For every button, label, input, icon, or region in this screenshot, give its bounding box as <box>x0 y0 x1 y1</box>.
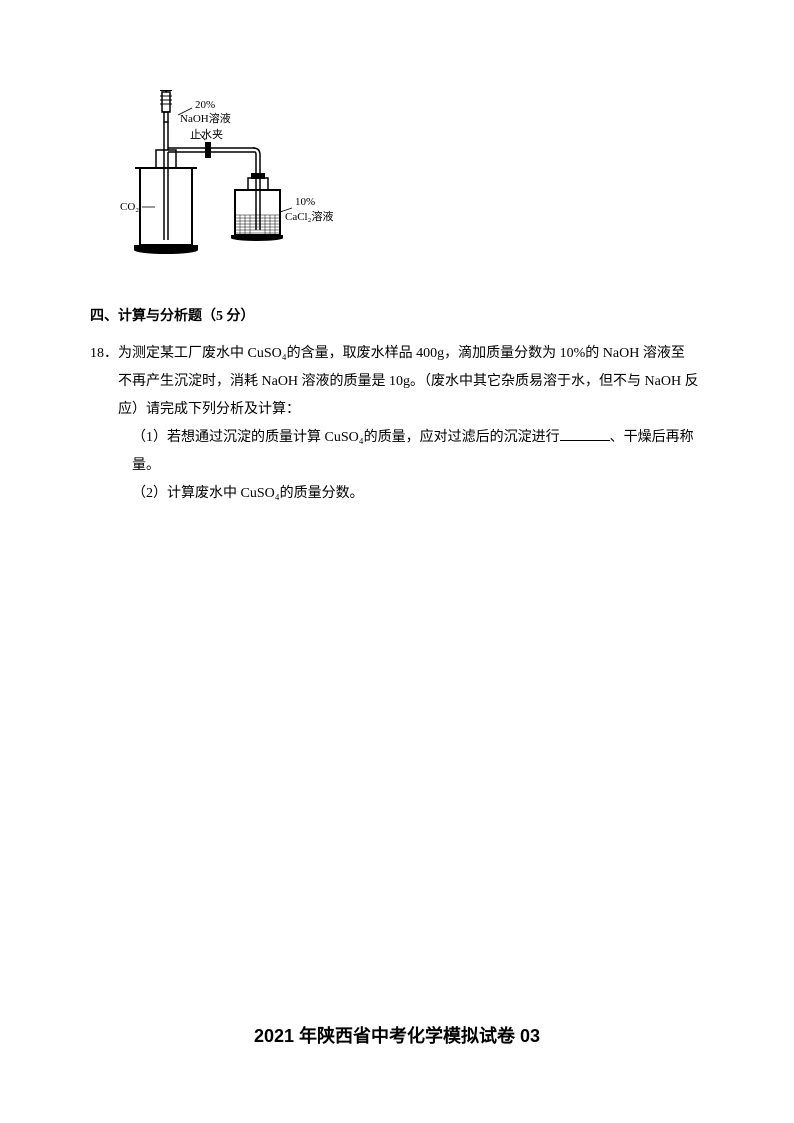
page-title: 2021 年陕西省中考化学模拟试卷 03 <box>0 1022 794 1048</box>
section-title: 四、计算与分析题（5 分） <box>90 305 704 325</box>
question-line1: 为测定某工厂废水中 CuSO₄的含量，取废水样品 400g，滴加质量分数为 10… <box>118 346 685 361</box>
cacl2-label: CaCl₂溶液 <box>285 209 333 223</box>
clamp-label: 止水夹 <box>190 128 223 141</box>
co2-label: CO₂ <box>120 201 139 213</box>
question-number: 18． <box>90 346 118 361</box>
chemistry-diagram: 20% NaOH溶液 止水夹 CO₂ <box>120 90 704 275</box>
sub-question-1: （1）若想通过沉淀的质量计算 CuSO₄的质量，应对过滤后的沉淀进行、干燥后再称… <box>90 424 704 480</box>
cacl2-percent-label: 10% <box>295 196 315 208</box>
sub-question-2: （2）计算废水中 CuSO₄的质量分数。 <box>90 480 704 508</box>
blank-fill <box>560 427 610 441</box>
question-line2: 不再产生沉淀时，消耗 NaOH 溶液的质量是 10g。（废水中其它杂质易溶于水，… <box>90 368 704 396</box>
question-line3: 应）请完成下列分析及计算： <box>90 396 704 424</box>
naoh-label: NaOH溶液 <box>180 111 231 125</box>
question-18: 18．为测定某工厂废水中 CuSO₄的含量，取废水样品 400g，滴加质量分数为… <box>90 340 704 508</box>
naoh-percent-label: 20% <box>195 99 215 111</box>
sub1-prefix: （1）若想通过沉淀的质量计算 CuSO₄的质量，应对过滤后的沉淀进行 <box>132 430 560 445</box>
